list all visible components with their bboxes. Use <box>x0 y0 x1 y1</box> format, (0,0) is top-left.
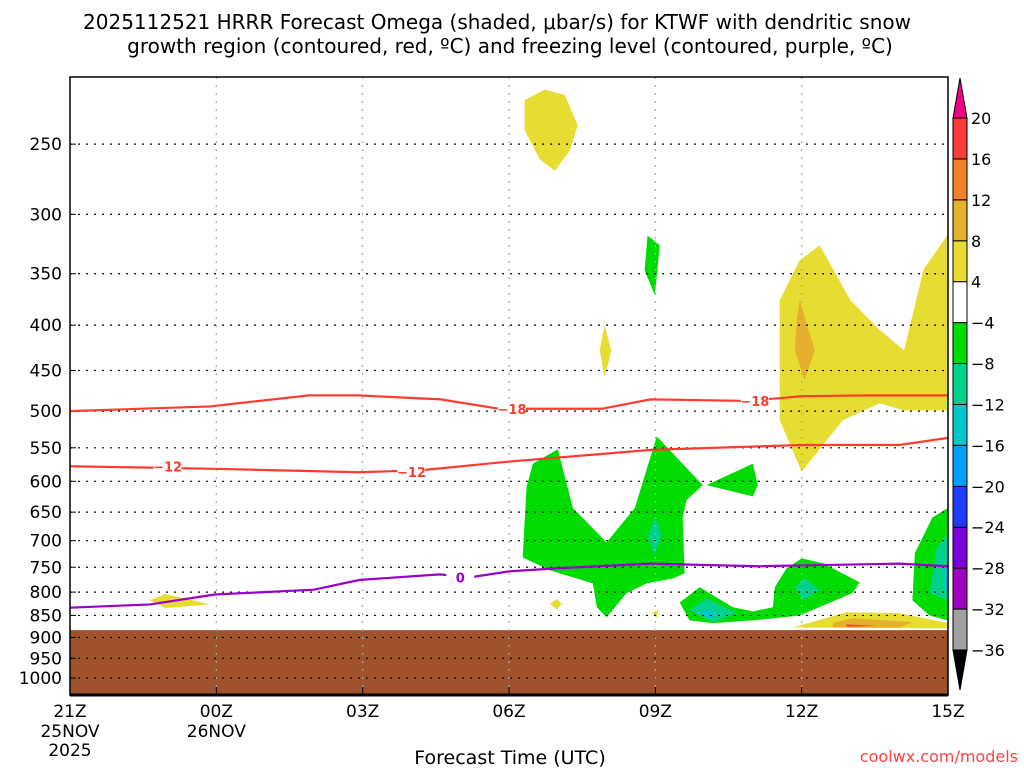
contour-label-background <box>397 464 426 480</box>
contour-label-background <box>497 400 526 416</box>
x-tick-label: 06Z <box>492 702 525 722</box>
colorbar-level-label: −32 <box>971 600 1005 619</box>
contour-line <box>69 394 948 413</box>
chart-title-line-1: 2025112521 HRRR Forecast Omega (shaded, … <box>83 10 911 34</box>
y-tick-label: 550 <box>30 439 62 459</box>
omega-shaded-region <box>524 89 578 171</box>
colorbar-level-label: −12 <box>971 395 1005 414</box>
colorbar-level-label: 12 <box>971 191 991 210</box>
omega-shaded-region <box>679 558 860 624</box>
contour-line <box>69 436 949 474</box>
colorbar-level-label: −8 <box>971 355 995 374</box>
credit-text: coolwx.com/models <box>860 747 1018 766</box>
omega-shaded-region <box>647 517 662 556</box>
colorbar-swatch <box>952 608 968 651</box>
y-tick-label: 600 <box>30 472 62 492</box>
contour-label-background <box>446 569 475 585</box>
contour-label: −18 <box>497 403 526 418</box>
colorbar-swatch <box>952 403 968 446</box>
colorbar-swatch <box>952 281 968 324</box>
colorbar-level-label: −4 <box>971 314 995 333</box>
y-tick-label: 700 <box>30 532 62 552</box>
x-tick-label: 00Z <box>200 702 233 722</box>
y-tick-label: 650 <box>30 503 62 523</box>
contour-label-background <box>153 458 182 474</box>
colorbar-level-label: −20 <box>971 477 1005 496</box>
y-tick-label: 800 <box>30 583 62 603</box>
omega-shaded-region <box>943 562 948 593</box>
colorbar-level-label: −24 <box>971 518 1005 537</box>
y-tick-label: 750 <box>30 558 62 578</box>
colorbar-swatch <box>952 363 968 405</box>
colorbar-swatch <box>952 199 968 242</box>
contour-label: −18 <box>740 395 769 410</box>
plot-area: 2503003504004505005506006507007508008509… <box>19 76 965 761</box>
contour-label: −12 <box>153 460 182 475</box>
x-axis-label: Forecast Time (UTC) <box>414 747 605 768</box>
colorbar-swatch <box>952 158 968 201</box>
y-tick-label: 250 <box>30 135 62 155</box>
x-tick-date-label: 26NOV <box>187 722 246 742</box>
colorbar-level-label: −28 <box>971 559 1005 578</box>
colorbar-under-triangle <box>952 649 968 691</box>
contour-label: −12 <box>397 466 426 481</box>
y-tick-label: 300 <box>30 205 62 225</box>
colorbar-over-triangle <box>952 77 968 119</box>
y-tick-label: 500 <box>30 402 62 422</box>
omega-shaded-region <box>706 463 758 497</box>
colorbar-swatch <box>952 444 968 487</box>
contour-label: 0 <box>456 571 465 586</box>
omega-shaded-region <box>549 599 562 610</box>
x-tick-date-label: 2025 <box>48 741 91 761</box>
omega-shaded-region <box>644 235 660 296</box>
colorbar-level-label: −16 <box>971 436 1005 455</box>
colorbar-swatch <box>952 240 968 283</box>
omega-shaded-region <box>794 578 820 601</box>
colorbar-swatch <box>952 117 968 160</box>
omega-shaded-region <box>794 300 815 380</box>
y-tick-label: 850 <box>30 606 62 626</box>
x-tick-date-label: 25NOV <box>40 722 99 742</box>
colorbar: −36 −32 −28 −24 −20 −16 −12 −8 −4 4 8 12 16 20 <box>952 77 1005 691</box>
y-tick-label: 400 <box>30 316 62 336</box>
x-tick-label: 15Z <box>931 702 964 722</box>
x-tick-label: 12Z <box>785 702 818 722</box>
y-tick-label: 900 <box>30 628 62 648</box>
contour-label-background <box>740 392 769 408</box>
y-tick-label: 950 <box>30 649 62 669</box>
omega-shaded-region <box>149 594 210 609</box>
colorbar-level-label: 4 <box>971 273 981 292</box>
colorbar-level-label: 20 <box>971 109 991 128</box>
omega-shaded-region <box>522 436 703 618</box>
colorbar-swatch <box>952 485 968 528</box>
colorbar-level-label: 16 <box>971 150 991 169</box>
x-tick-label: 09Z <box>639 702 672 722</box>
omega-shaded-region <box>689 598 737 623</box>
omega-shaded-region <box>846 624 877 627</box>
chart-title-line-2: growth region (contoured, red, ºC) and f… <box>127 34 893 58</box>
x-tick-label: 03Z <box>346 702 379 722</box>
colorbar-swatch <box>952 567 968 610</box>
colorbar-swatch <box>952 322 968 365</box>
omega-shaded-region <box>599 325 612 378</box>
y-tick-label: 350 <box>30 265 62 285</box>
colorbar-level-label: 8 <box>971 232 981 251</box>
colorbar-swatch <box>952 526 968 569</box>
y-tick-label: 1000 <box>19 669 62 689</box>
omega-shaded-region <box>779 234 948 472</box>
x-tick-label: 21Z <box>53 702 86 722</box>
y-tick-label: 450 <box>30 362 62 382</box>
colorbar-level-label: −36 <box>971 641 1005 660</box>
